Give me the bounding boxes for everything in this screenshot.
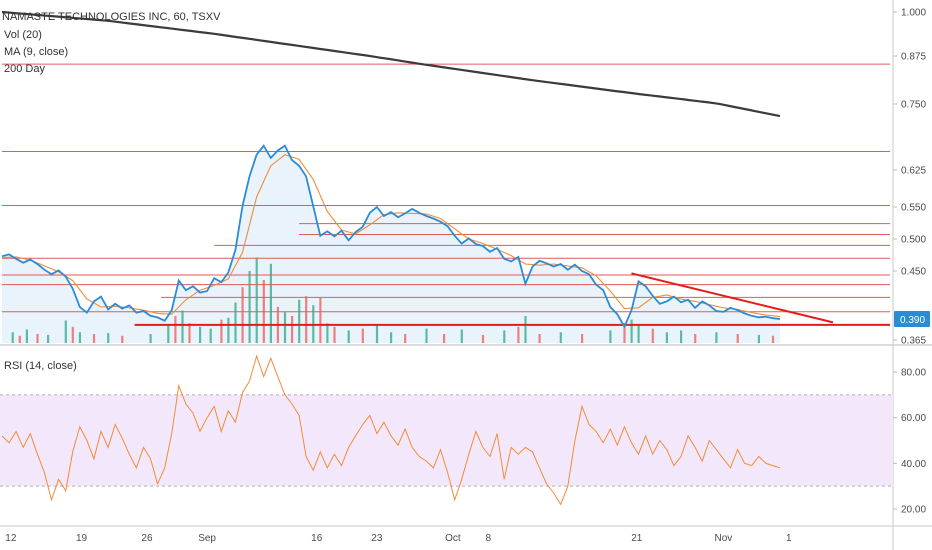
volume-bar (269, 263, 272, 343)
volume-bar (291, 316, 294, 343)
volume-bar (64, 320, 67, 343)
time-tick-label: 19 (76, 533, 88, 544)
volume-bar (181, 310, 184, 343)
volume-bar (241, 287, 244, 343)
time-tick-label: Oct (445, 533, 461, 544)
volume-bar (736, 334, 739, 343)
price-tick-label: 0.750 (901, 100, 926, 111)
time-tick-label: 21 (631, 533, 643, 544)
volume-bar (199, 326, 202, 343)
volume-bar (503, 330, 506, 343)
rsi-line[interactable] (1, 354, 781, 506)
time-tick-label: 23 (371, 533, 383, 544)
rsi-tick-label: 60.00 (901, 413, 926, 424)
volume-bar (481, 334, 485, 343)
volume-bar (255, 257, 258, 343)
price-tick-label: 0.875 (901, 52, 926, 63)
price-area-fill (2, 145, 780, 343)
rsi-tick-label: 20.00 (901, 505, 926, 516)
volume-bar (18, 335, 21, 343)
volume-bar (220, 319, 223, 343)
volume-bar (425, 328, 428, 343)
volume-bar (305, 296, 308, 343)
volume-bar (333, 326, 336, 343)
volume-bar (771, 335, 775, 343)
time-tick-label: 8 (485, 533, 491, 544)
price-tick-label: 0.500 (901, 235, 926, 246)
volume-bar (227, 317, 230, 343)
legend-200day[interactable]: 200 Day (4, 63, 45, 75)
volume-bar (623, 323, 626, 343)
last-price-badge (894, 311, 930, 327)
volume-bar (581, 334, 584, 343)
chart-title: NAMASTE TECHNOLOGIES INC, 60, TSXV (2, 11, 221, 23)
volume-bar (248, 271, 251, 343)
volume-bar (651, 328, 654, 343)
price-tick-label: 1.000 (901, 8, 926, 19)
price-line[interactable] (1, 144, 781, 329)
ma200-line[interactable] (1, 10, 781, 118)
volume-bar (47, 334, 50, 343)
time-tick-label: 12 (5, 533, 17, 544)
time-tick-label: 1 (786, 533, 792, 544)
volume-bar (107, 333, 110, 343)
legend-ma[interactable]: MA (9, close) (4, 46, 68, 58)
volume-bar (404, 334, 407, 343)
time-tick-label: 26 (141, 533, 153, 544)
volume-bar (174, 316, 177, 343)
volume-bar (538, 334, 541, 343)
volume-bar (637, 325, 640, 343)
volume-bar (375, 325, 379, 343)
rsi-tick-label: 80.00 (901, 368, 926, 379)
volume-bar (121, 335, 124, 343)
rsi-tick-label: 40.00 (901, 459, 926, 470)
last-price-label: 0.390 (900, 315, 925, 326)
volume-bar (11, 332, 14, 343)
volume-bar (680, 330, 683, 343)
volume-bar (167, 325, 170, 343)
volume-bar (188, 323, 191, 343)
volume-bar (326, 323, 329, 343)
volume-bar (665, 332, 668, 343)
volume-bar (757, 334, 760, 343)
volume-bar (361, 328, 364, 343)
volume-bar (524, 316, 527, 343)
volume-bar (283, 311, 287, 343)
volume-bar (609, 330, 612, 343)
volume-bar (298, 299, 301, 343)
time-tick-label: Nov (715, 533, 733, 544)
volume-bar (234, 302, 237, 343)
trend-line[interactable] (631, 272, 834, 324)
price-tick-label: 0.450 (901, 267, 926, 278)
volume-bar (630, 319, 633, 343)
volume-bar (209, 328, 212, 343)
time-tick-label: Sep (198, 533, 216, 544)
volume-bar (694, 334, 697, 343)
time-tick-label: 16 (311, 533, 323, 544)
price-tick-label: 0.625 (901, 166, 926, 177)
legend-rsi[interactable]: RSI (14, close) (4, 360, 77, 372)
rsi-band (0, 394, 893, 487)
volume-bar (347, 330, 350, 343)
legend-vol[interactable]: Vol (20) (4, 29, 42, 41)
volume-bar (25, 329, 28, 343)
price-tick-label: 0.550 (901, 203, 926, 214)
volume-bar (319, 298, 322, 343)
volume-bar (36, 334, 39, 343)
volume-bar (71, 326, 74, 343)
volume-bar (715, 332, 718, 343)
volume-bar (460, 329, 463, 343)
price-tick-label: 0.365 (901, 336, 926, 347)
volume-bar (443, 334, 446, 343)
volume-bar (559, 332, 562, 343)
volume-bar (92, 334, 96, 343)
volume-bar (149, 334, 152, 343)
volume-bar (390, 332, 393, 343)
volume-bar (78, 332, 81, 343)
volume-bar (517, 326, 520, 343)
